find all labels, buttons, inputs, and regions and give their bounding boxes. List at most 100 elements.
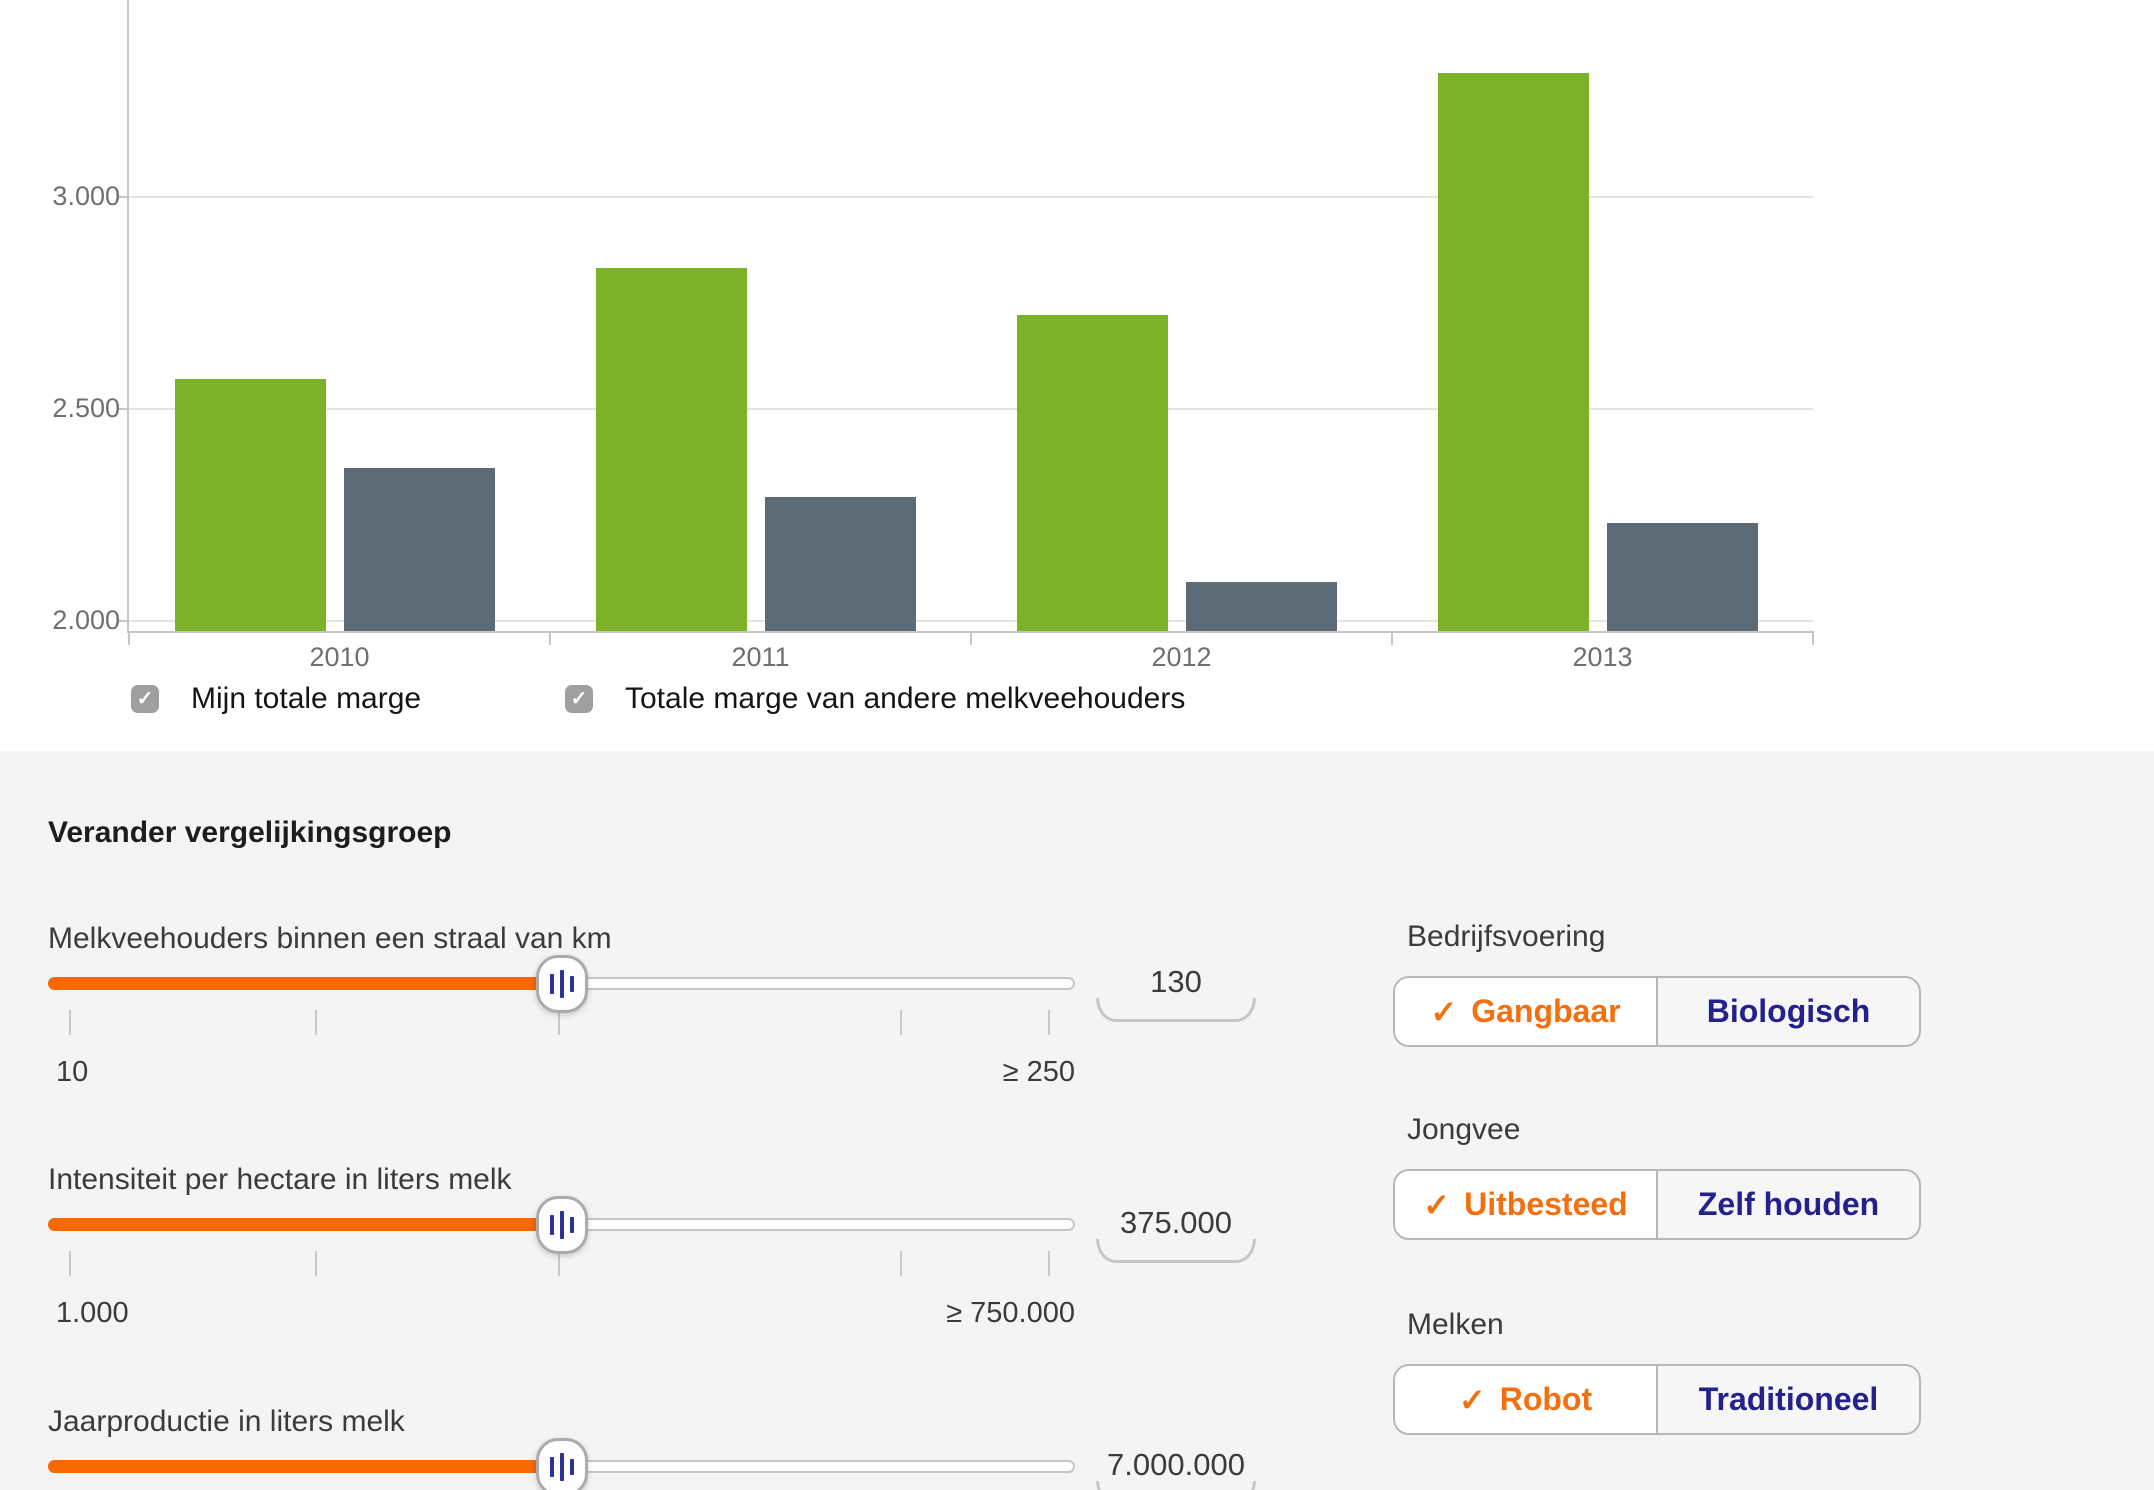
y-axis-tick: [117, 620, 129, 622]
slider-min-label: 10: [56, 1056, 89, 1088]
slider-scale-tick: [1048, 1010, 1050, 1035]
toggle-group-label: Jongvee: [1407, 1113, 1521, 1146]
bar-2012-series-1: [1186, 582, 1337, 631]
slider-min-label: 1.000: [56, 1297, 129, 1329]
slider-value-curve: [1096, 998, 1256, 1022]
toggle-group-label: Bedrijfsvoering: [1407, 920, 1606, 953]
toggle-option-robot[interactable]: ✓ Robot: [1395, 1366, 1658, 1433]
slider-scale-tick: [1048, 1251, 1050, 1276]
gridline: [129, 196, 1813, 198]
slider-handle[interactable]: [536, 1438, 588, 1490]
toggle-option-label: Gangbaar: [1471, 993, 1621, 1029]
slider-max-label: ≥ 250: [1002, 1056, 1075, 1088]
bar-2011-series-1: [765, 497, 916, 631]
x-axis-label: 2011: [731, 642, 790, 672]
x-axis-label: 2012: [1151, 642, 1212, 672]
plot-area: 2.000 2.500 3.000 2010 2011 2012 2013: [52, 0, 1814, 672]
toggle-option-biologisch[interactable]: Biologisch: [1658, 978, 1919, 1045]
x-axis-tick: [970, 631, 972, 645]
gridline: [129, 408, 1813, 410]
legend-item-1[interactable]: ✓ Totale marge van andere melkveehouders: [565, 682, 1185, 716]
slider-scale-tick: [69, 1010, 71, 1035]
panel-heading: Verander vergelijkingsgroep: [48, 816, 452, 849]
y-axis-tick: [117, 408, 129, 410]
slider-handle[interactable]: [536, 955, 588, 1013]
toggle-option-zelf-houden[interactable]: Zelf houden: [1658, 1171, 1919, 1238]
check-icon: ✓: [1423, 1186, 1451, 1223]
legend-label: Totale marge van andere melkveehouders: [625, 682, 1186, 715]
legend-checkbox[interactable]: ✓: [565, 685, 593, 713]
bar-2013-series-0: [1438, 73, 1589, 631]
slider-grip-icon: [560, 1211, 564, 1239]
toggle-option-traditioneel[interactable]: Traditioneel: [1658, 1366, 1919, 1433]
slider-label: Melkveehouders binnen een straal van km: [48, 922, 612, 955]
slider-grip-icon: [550, 1215, 554, 1235]
slider-row-2: Jaarproductie in liters melk 7.000.000: [48, 1405, 1318, 1490]
toggle-option-label: Biologisch: [1706, 993, 1871, 1029]
slider-value-curve: [1096, 1481, 1256, 1490]
slider-scale-tick: [558, 1251, 560, 1276]
slider-grip-icon: [570, 976, 574, 992]
toggle-option-label: Traditioneel: [1698, 1381, 1879, 1417]
legend-checkbox[interactable]: ✓: [131, 685, 159, 713]
bar-2012-series-0: [1017, 315, 1168, 631]
slider-fill[interactable]: [48, 1460, 562, 1473]
slider-grip-icon: [550, 1457, 554, 1477]
slider-scale-tick: [900, 1010, 902, 1035]
slider-value: 7.000.000: [1107, 1447, 1245, 1482]
slider-label: Intensiteit per hectare in liters melk: [48, 1163, 512, 1196]
x-axis-tick: [128, 631, 130, 645]
slider-row-0: Melkveehouders binnen een straal van km 1…: [48, 922, 1318, 1122]
bar-2011-series-0: [596, 268, 747, 631]
slider-grip-icon: [560, 970, 564, 998]
slider-scale-tick: [558, 1010, 560, 1035]
x-axis-label: 2010: [309, 642, 370, 672]
slider-row-1: Intensiteit per hectare in liters melk 37…: [48, 1163, 1318, 1363]
slider-value-curve: [1096, 1239, 1256, 1263]
y-axis-label: 3.000: [52, 181, 120, 211]
toggle-box: ✓ Uitbesteed Zelf houden: [1393, 1169, 1921, 1240]
check-icon: ✓: [1430, 993, 1458, 1030]
legend-item-0[interactable]: ✓ Mijn totale marge: [131, 682, 421, 716]
check-icon: ✓: [1458, 1381, 1486, 1418]
y-axis-tick: [117, 196, 129, 198]
checkmark-icon: ✓: [570, 688, 588, 710]
checkmark-icon: ✓: [136, 688, 154, 710]
slider-value: 375.000: [1119, 1205, 1233, 1240]
slider-scale-tick: [315, 1251, 317, 1276]
slider-max-label: ≥ 750.000: [946, 1297, 1075, 1329]
toggle-option-label: Uitbesteed: [1464, 1186, 1628, 1222]
gridline: [129, 620, 1813, 622]
slider-scale-tick: [315, 1010, 317, 1035]
y-axis-label: 2.000: [52, 605, 120, 635]
x-axis-tick: [1812, 631, 1814, 645]
bar-2013-series-1: [1607, 523, 1758, 631]
slider-fill[interactable]: [48, 1218, 562, 1231]
legend-label: Mijn totale marge: [191, 682, 422, 715]
toggle-box: ✓ Robot Traditioneel: [1393, 1364, 1921, 1435]
slider-value: 130: [1150, 964, 1202, 999]
slider-scale-tick: [900, 1251, 902, 1276]
toggle-box: ✓ Gangbaar Biologisch: [1393, 976, 1921, 1047]
slider-fill[interactable]: [48, 977, 562, 990]
toggle-option-label: Robot: [1499, 1381, 1593, 1417]
slider-label: Jaarproductie in liters melk: [48, 1405, 405, 1438]
x-axis-label: 2013: [1572, 642, 1633, 672]
slider-grip-icon: [560, 1453, 564, 1481]
slider-grip-icon: [570, 1217, 574, 1233]
slider-grip-icon: [550, 974, 554, 994]
slider-scale-tick: [69, 1251, 71, 1276]
x-axis-tick: [549, 631, 551, 645]
bar-2010-series-1: [344, 468, 495, 631]
toggle-option-gangbaar[interactable]: ✓ Gangbaar: [1395, 978, 1658, 1045]
toggle-option-label: Zelf houden: [1697, 1186, 1880, 1222]
y-axis-label: 2.500: [52, 393, 120, 423]
slider-grip-icon: [570, 1459, 574, 1475]
comparison-filter-panel: Verander vergelijkingsgroep Melkveehoude…: [0, 751, 2154, 1490]
bar-2010-series-0: [175, 379, 326, 631]
slider-handle[interactable]: [536, 1196, 588, 1254]
margin-bar-chart: 2.000 2.500 3.000 2010 2011 2012 2013 ✓ Mijn to…: [52, 0, 1814, 716]
x-axis-tick: [1391, 631, 1393, 645]
toggle-option-uitbesteed[interactable]: ✓ Uitbesteed: [1395, 1171, 1658, 1238]
